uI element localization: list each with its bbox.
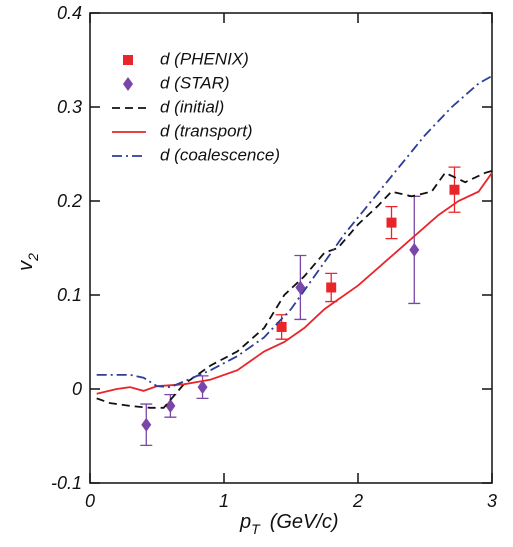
legend-label: d (PHENIX) [160,49,249,68]
x-tick-label: 0 [85,491,95,511]
x-tick-label: 1 [219,491,229,511]
data-point [197,380,208,395]
y-tick-label: 0.4 [57,3,82,23]
data-point [141,417,152,432]
legend-label: d (coalescence) [160,145,280,164]
line-series [96,170,493,409]
data-point [409,242,420,257]
legend-label: d (transport) [160,121,253,140]
x-tick-label: 2 [352,491,363,511]
data-point [276,321,287,332]
data-point [449,184,460,195]
legend-label: d (initial) [160,97,224,116]
data-point [165,398,176,413]
y-tick-label: -0.1 [51,473,82,493]
y-label-sub: 2 [25,253,41,262]
y-axis-label: v2 [15,253,41,271]
legend-marker [123,55,133,65]
plot-frame [89,12,493,484]
line-series [96,172,493,395]
legend-label: d (STAR) [160,73,230,92]
legend-marker [123,77,133,91]
x-tick-label: 3 [487,491,497,511]
x-axis-label: pT (GeV/c) [239,511,339,537]
y-tick-label: 0 [72,379,82,399]
data-point [386,217,397,228]
x-label-main: p [239,511,251,533]
x-label-sub: T [251,521,261,537]
data-point [326,282,337,293]
y-tick-label: 0.2 [57,191,82,211]
y-tick-label: 0.3 [57,97,82,117]
y-tick-label: 0.1 [57,285,82,305]
x-label-unit: (GeV/c) [270,511,339,533]
y-label-main: v [15,260,37,271]
line-series [96,75,493,389]
